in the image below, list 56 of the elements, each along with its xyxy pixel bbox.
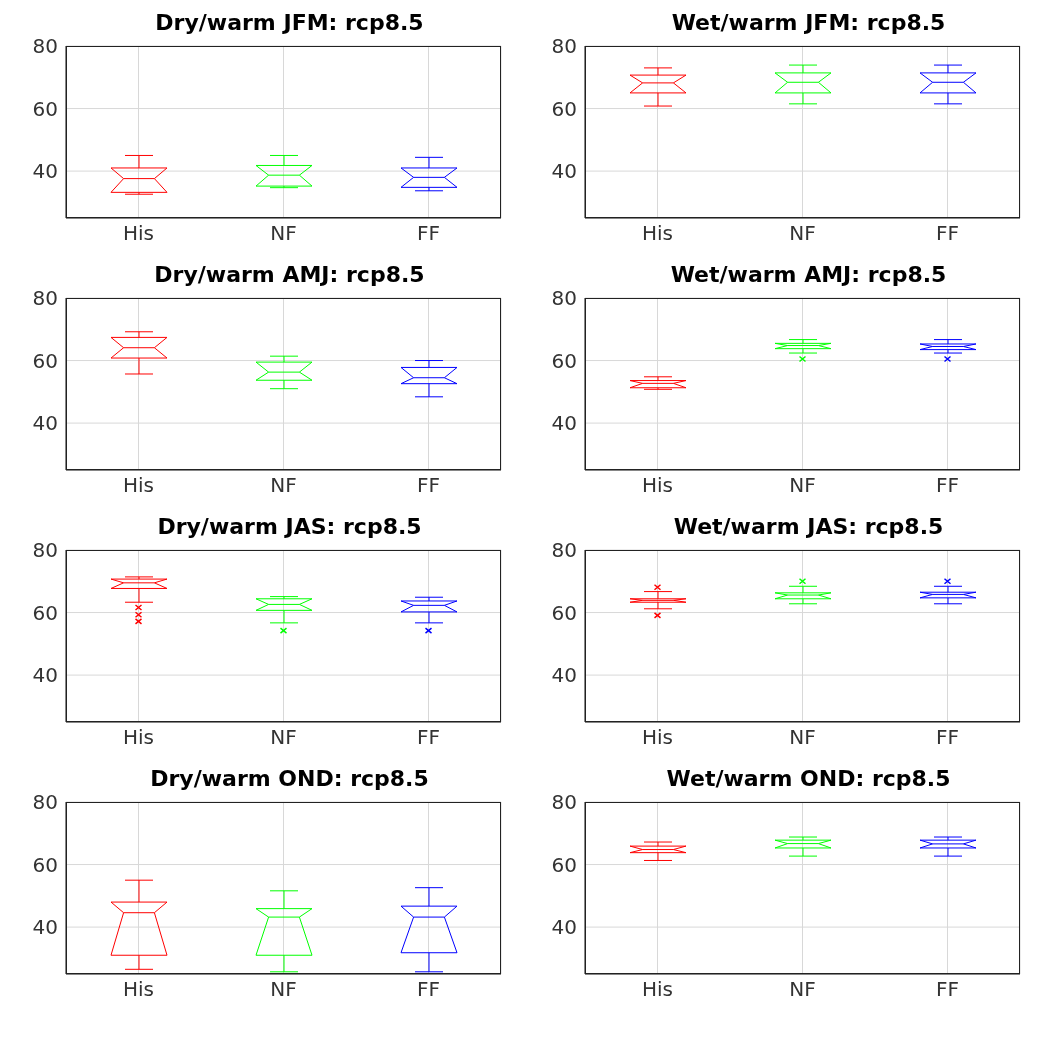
x-tick-label: FF bbox=[935, 977, 960, 1002]
x-tick-label: FF bbox=[416, 473, 441, 498]
x-tick-label: NF bbox=[270, 725, 297, 750]
y-tick-label: 80 bbox=[551, 538, 577, 563]
x-tick-label: His bbox=[122, 725, 155, 750]
x-tick-label: FF bbox=[935, 725, 960, 750]
y-tick-label: 80 bbox=[32, 538, 58, 563]
y-tick-label: 40 bbox=[32, 663, 58, 688]
x-tick-label: His bbox=[641, 977, 674, 1002]
chart-title: Wet/warm AMJ: rcp8.5 bbox=[670, 262, 947, 287]
chart-title: Dry/warm JAS: rcp8.5 bbox=[157, 514, 422, 539]
y-tick-label: 80 bbox=[32, 286, 58, 311]
y-tick-label: 80 bbox=[551, 790, 577, 815]
y-tick-label: 60 bbox=[32, 348, 58, 373]
x-tick-label: FF bbox=[416, 725, 441, 750]
x-tick-label: NF bbox=[270, 473, 297, 498]
x-tick-label: FF bbox=[935, 221, 960, 246]
x-tick-label: NF bbox=[789, 977, 816, 1002]
x-tick-label: His bbox=[122, 221, 155, 246]
x-tick-label: NF bbox=[789, 725, 816, 750]
y-tick-label: 80 bbox=[551, 286, 577, 311]
y-tick-label: 60 bbox=[32, 852, 58, 877]
chart-title: Dry/warm OND: rcp8.5 bbox=[150, 766, 429, 791]
x-tick-label: NF bbox=[270, 221, 297, 246]
x-tick-label: His bbox=[641, 725, 674, 750]
y-tick-label: 60 bbox=[551, 348, 577, 373]
y-tick-label: 60 bbox=[551, 852, 577, 877]
chart-title: Wet/warm JAS: rcp8.5 bbox=[673, 514, 944, 539]
x-tick-label: His bbox=[122, 473, 155, 498]
y-tick-label: 40 bbox=[32, 411, 58, 436]
x-tick-label: His bbox=[122, 977, 155, 1002]
y-tick-label: 40 bbox=[32, 915, 58, 940]
y-tick-label: 80 bbox=[32, 34, 58, 59]
y-tick-label: 40 bbox=[551, 411, 577, 436]
y-tick-label: 60 bbox=[32, 96, 58, 121]
y-tick-label: 60 bbox=[32, 600, 58, 625]
x-tick-label: FF bbox=[416, 221, 441, 246]
chart-title: Wet/warm JFM: rcp8.5 bbox=[671, 10, 946, 35]
x-tick-label: His bbox=[641, 221, 674, 246]
y-tick-label: 60 bbox=[551, 600, 577, 625]
y-tick-label: 40 bbox=[551, 663, 577, 688]
x-tick-label: NF bbox=[270, 977, 297, 1002]
y-tick-label: 80 bbox=[32, 790, 58, 815]
x-tick-label: His bbox=[641, 473, 674, 498]
x-tick-label: FF bbox=[935, 473, 960, 498]
x-tick-label: FF bbox=[416, 977, 441, 1002]
chart-title: Wet/warm OND: rcp8.5 bbox=[666, 766, 951, 791]
y-tick-label: 40 bbox=[551, 915, 577, 940]
y-tick-label: 80 bbox=[551, 34, 577, 59]
y-tick-label: 40 bbox=[32, 159, 58, 184]
chart-title: Dry/warm AMJ: rcp8.5 bbox=[154, 262, 425, 287]
x-tick-label: NF bbox=[789, 473, 816, 498]
y-tick-label: 40 bbox=[551, 159, 577, 184]
y-tick-label: 60 bbox=[551, 96, 577, 121]
x-tick-label: NF bbox=[789, 221, 816, 246]
chart-title: Dry/warm JFM: rcp8.5 bbox=[155, 10, 424, 35]
